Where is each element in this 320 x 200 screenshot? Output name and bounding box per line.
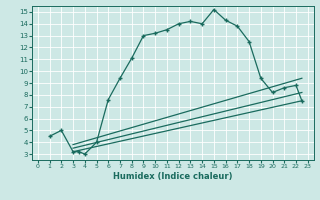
X-axis label: Humidex (Indice chaleur): Humidex (Indice chaleur) — [113, 172, 233, 181]
